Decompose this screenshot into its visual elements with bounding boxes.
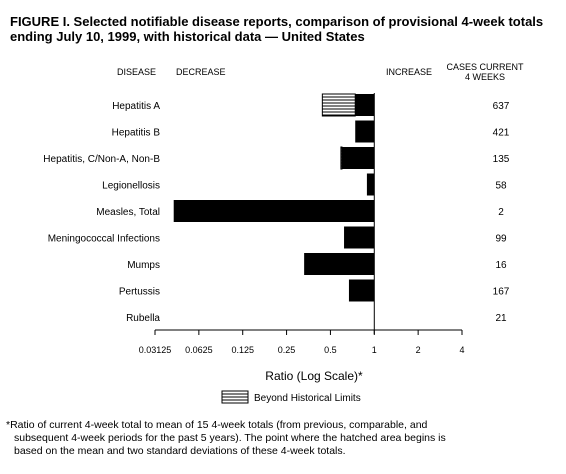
x-axis: 0.03125 0.0625 0.125 0.25 0.5 1 2 4 xyxy=(139,93,465,355)
header-cases: CASES CURRENT 4 WEEKS xyxy=(440,62,530,82)
x-tick-label: 0.0625 xyxy=(185,345,213,355)
cases-value: 21 xyxy=(495,313,507,324)
footnote-line-3: based on the mean and two standard devia… xyxy=(14,445,346,457)
footnote: *Ratio of current 4-week total to mean o… xyxy=(6,419,559,458)
disease-label: Rubella xyxy=(126,313,160,324)
bar xyxy=(366,173,375,196)
disease-label: Hepatitis B xyxy=(112,128,161,139)
x-tick-label: 0.5 xyxy=(324,345,337,355)
footnote-line-2: subsequent 4-week periods for the past 5… xyxy=(14,432,446,444)
bar-hatched xyxy=(340,146,343,170)
cases-value: 135 xyxy=(493,154,510,165)
cases-value: 58 xyxy=(495,181,507,192)
disease-label: Legionellosis xyxy=(102,181,160,192)
x-tick-label: 4 xyxy=(459,345,464,355)
header-decrease: DECREASE xyxy=(176,67,226,77)
cases-value: 421 xyxy=(493,128,510,139)
bar-hatched xyxy=(321,93,356,117)
chart-title: FIGURE I. Selected notifiable disease re… xyxy=(10,14,558,44)
title-line-1: FIGURE I. Selected notifiable disease re… xyxy=(10,14,544,29)
bar xyxy=(355,120,375,143)
x-tick-label: 0.25 xyxy=(278,345,296,355)
bar xyxy=(341,147,375,169)
disease-label: Pertussis xyxy=(119,287,160,298)
cases-value: 167 xyxy=(493,287,510,298)
bar xyxy=(344,226,375,249)
disease-label: Meningococcal Infections xyxy=(48,234,160,245)
legend-hatched-swatch xyxy=(221,390,249,404)
x-tick-label: 0.03125 xyxy=(139,345,172,355)
disease-label: Hepatitis A xyxy=(112,101,160,112)
x-tick-label: 2 xyxy=(416,345,421,355)
disease-label: Mumps xyxy=(127,260,160,271)
header-disease: DISEASE xyxy=(117,67,157,77)
cases-value: 2 xyxy=(498,207,504,218)
x-tick-label: 1 xyxy=(372,345,377,355)
chart-rows: Hepatitis A 637 Hepatitis B 421 Hepatitis, C… xyxy=(43,93,510,324)
header-increase: INCREASE xyxy=(386,67,433,77)
title-line-2: ending July 10, 1999, with historical da… xyxy=(10,29,365,44)
cases-value: 99 xyxy=(495,234,507,245)
cases-value: 16 xyxy=(495,260,507,271)
bar xyxy=(173,200,375,222)
bar xyxy=(348,279,375,302)
header-cases-line-1: CASES CURRENT xyxy=(446,62,524,72)
x-axis-label: Ratio (Log Scale)* xyxy=(265,369,363,383)
disease-label: Measles, Total xyxy=(96,207,160,218)
cases-value: 637 xyxy=(493,101,510,112)
header-cases-line-2: 4 WEEKS xyxy=(464,72,505,82)
legend-label: Beyond Historical Limits xyxy=(254,393,361,404)
footnote-line-1: *Ratio of current 4-week total to mean o… xyxy=(6,419,428,431)
disease-label: Hepatitis, C/Non-A, Non-B xyxy=(43,154,160,165)
bar xyxy=(355,94,375,116)
bar xyxy=(304,253,375,275)
x-tick-label: 0.125 xyxy=(231,345,254,355)
legend: Beyond Historical Limits xyxy=(221,390,361,404)
